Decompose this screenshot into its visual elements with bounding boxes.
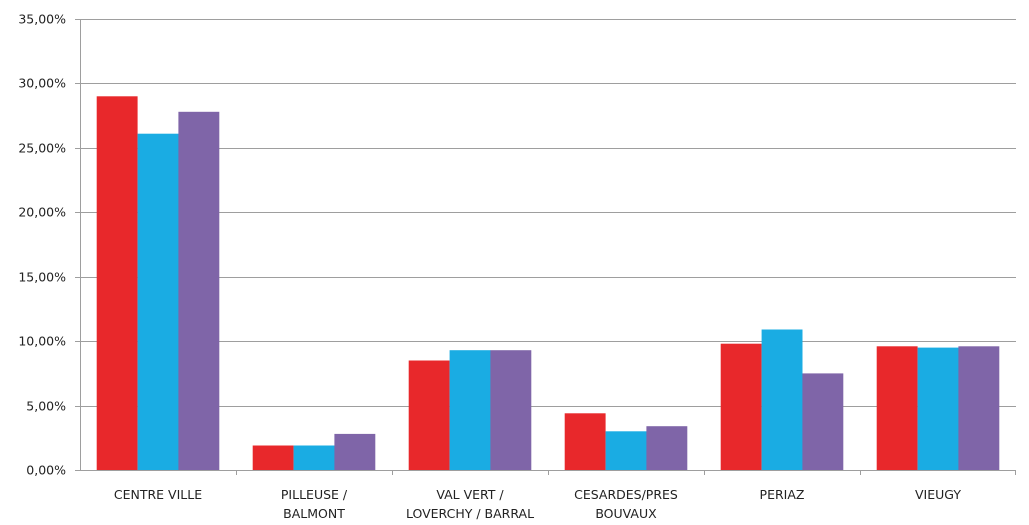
bars xyxy=(96,96,1000,471)
x-category-label: BALMONT xyxy=(283,506,345,521)
bar xyxy=(334,433,376,470)
y-tick-label: 25,00% xyxy=(18,141,66,156)
y-axis-tick-labels: 0,00% 5,00% 10,00% 15,00% 20,00% 25,00% 30,00%… xyxy=(18,12,66,478)
bar xyxy=(802,373,844,470)
bar xyxy=(876,346,918,470)
bar xyxy=(605,431,647,470)
bar xyxy=(720,343,762,470)
x-axis-category-labels: CENTRE VILLE PILLEUSE / BALMONT VAL VERT / L… xyxy=(114,487,961,521)
bar xyxy=(96,96,138,471)
x-category-label: LOVERCHY / BARRAL xyxy=(406,506,534,521)
bar xyxy=(958,346,1000,470)
y-tick-label: 30,00% xyxy=(18,76,66,91)
x-category-label: CENTRE VILLE xyxy=(114,487,202,502)
y-tick-label: 0,00% xyxy=(26,463,66,478)
x-category-label: PERIAZ xyxy=(760,487,805,502)
bar xyxy=(490,350,532,470)
bar xyxy=(917,347,959,470)
bar xyxy=(449,350,491,470)
bar xyxy=(564,413,606,470)
y-tick-label: 10,00% xyxy=(18,334,66,349)
x-category-label: BOUVAUX xyxy=(595,506,657,521)
bar xyxy=(408,360,450,470)
bar xyxy=(137,133,179,470)
bar xyxy=(252,445,294,470)
y-tick-label: 5,00% xyxy=(26,399,66,414)
x-axis xyxy=(75,19,1016,475)
bar xyxy=(178,111,220,471)
y-tick-label: 35,00% xyxy=(18,12,66,27)
y-tick-label: 20,00% xyxy=(18,205,66,220)
x-category-label: VAL VERT / xyxy=(436,487,504,502)
x-category-label: VIEUGY xyxy=(915,487,961,502)
bar xyxy=(646,426,688,470)
x-category-label: PILLEUSE / xyxy=(281,487,348,502)
bar xyxy=(761,329,803,470)
bar xyxy=(293,445,335,470)
x-category-label: CESARDES/PRES xyxy=(574,487,678,502)
y-tick-label: 15,00% xyxy=(18,270,66,285)
gridlines xyxy=(80,19,1016,407)
